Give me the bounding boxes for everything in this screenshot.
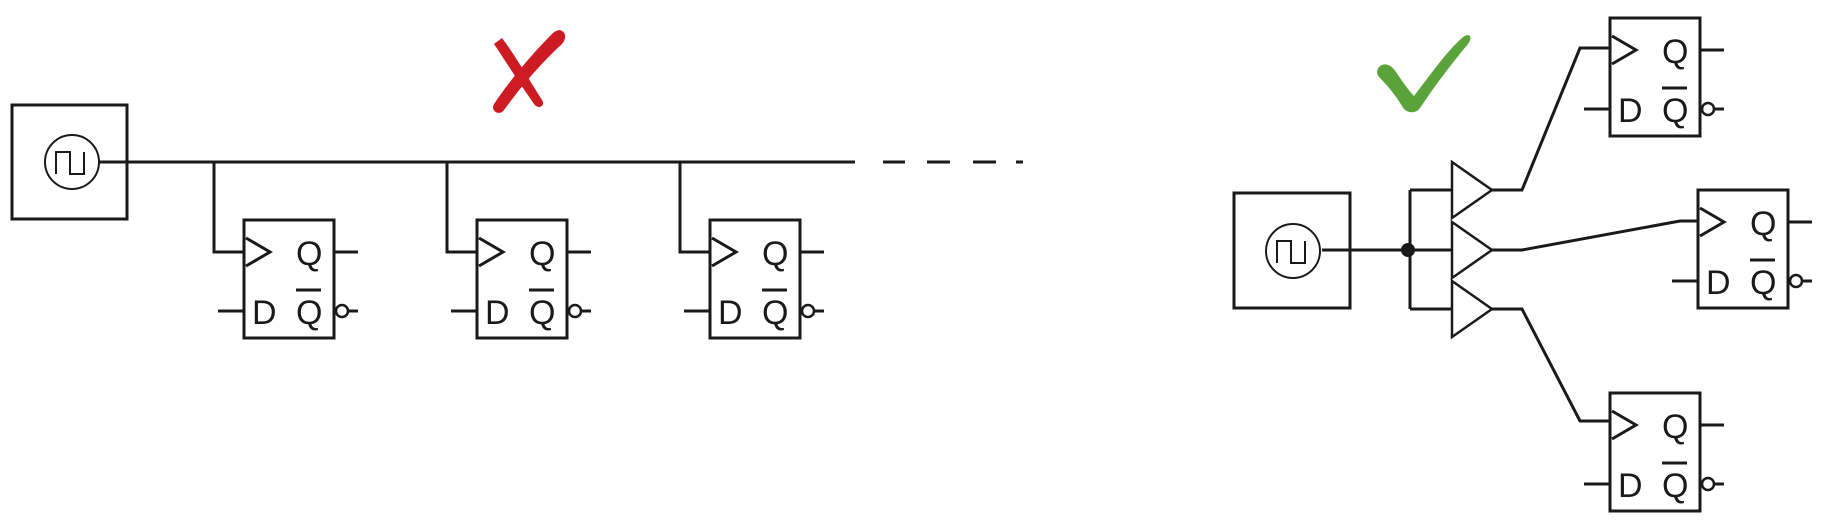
d-label: D: [252, 294, 277, 332]
bad-example: [10, 30, 1023, 254]
good-example: [1232, 35, 1700, 423]
q-bar-label: Q: [1750, 264, 1776, 302]
q-label: Q: [296, 235, 322, 273]
flip-flops: QD QQD QQD QQD QQD QQD Q: [218, 16, 1812, 513]
flip-flop: QD Q: [1584, 391, 1724, 513]
inversion-bubble: [567, 303, 583, 319]
clock-input-icon: [1699, 206, 1727, 238]
flip-flop: QD Q: [451, 218, 591, 340]
q-label: Q: [762, 235, 788, 273]
q-bar-label: Q: [529, 294, 555, 332]
clock-input-icon: [1611, 34, 1639, 66]
flip-flop: QD Q: [684, 218, 824, 340]
check-mark-icon: [1377, 35, 1471, 113]
q-label: Q: [1662, 33, 1688, 71]
clock-wave-icon: [44, 134, 100, 190]
d-label: D: [718, 294, 743, 332]
d-label: D: [485, 294, 510, 332]
d-label: D: [1618, 92, 1643, 130]
flip-flop: QD Q: [1672, 188, 1812, 310]
inversion-bubble: [1700, 476, 1716, 492]
q-label: Q: [1750, 205, 1776, 243]
clock-wave-icon: [1265, 223, 1321, 279]
q-label: Q: [1662, 408, 1688, 446]
q-bar-label: Q: [1662, 92, 1688, 130]
clock-input-icon: [1611, 409, 1639, 441]
inversion-bubble: [334, 303, 350, 319]
d-label: D: [1706, 264, 1731, 302]
inversion-bubble: [800, 303, 816, 319]
clock-buffer: [1450, 159, 1495, 221]
inversion-bubble: [1700, 101, 1716, 117]
flip-flop: QD Q: [1584, 16, 1724, 138]
clock-buffer: [1450, 278, 1495, 340]
clock-input-icon: [711, 236, 739, 268]
q-bar-label: Q: [762, 294, 788, 332]
q-bar-label: Q: [1662, 467, 1688, 505]
q-label: Q: [529, 235, 555, 273]
clock-input-icon: [478, 236, 506, 268]
wrong-mark-icon: [493, 30, 566, 113]
clock-buffer: [1450, 219, 1495, 281]
q-bar-label: Q: [296, 294, 322, 332]
inversion-bubble: [1788, 273, 1804, 289]
clock-input-icon: [245, 236, 273, 268]
d-label: D: [1618, 467, 1643, 505]
flip-flop: QD Q: [218, 218, 358, 340]
